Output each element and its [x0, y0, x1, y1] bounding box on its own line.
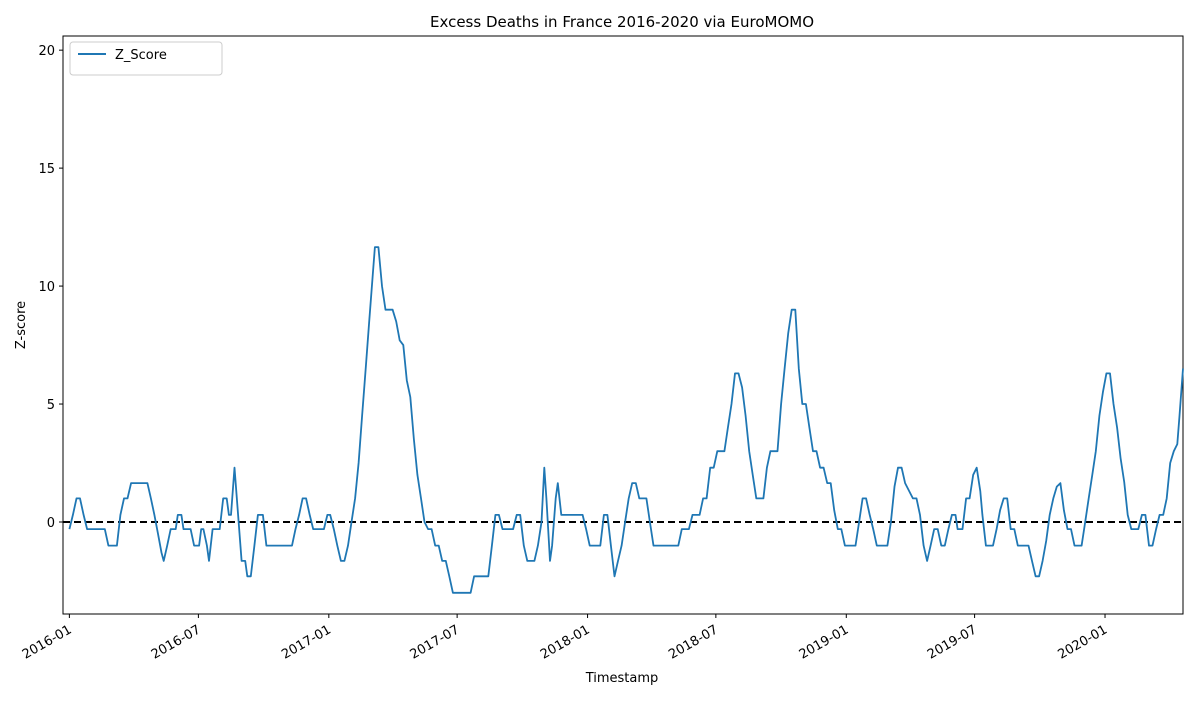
legend-label: Z_Score [115, 48, 167, 63]
y-axis-label: Z-score [14, 301, 29, 349]
y-tick-label: 5 [47, 398, 55, 413]
x-axis-label: Timestamp [585, 671, 659, 686]
y-tick-label: 15 [38, 162, 55, 177]
y-tick-label: 20 [38, 44, 55, 59]
series-line-z-score [68, 246, 1184, 594]
axes-frame [62, 35, 1184, 615]
y-tick-label: 10 [38, 280, 55, 295]
chart-title: Excess Deaths in France 2016-2020 via Eu… [430, 13, 814, 31]
y-tick-label: 0 [47, 516, 55, 531]
legend-box [69, 41, 223, 76]
legend: Z_Score [69, 41, 223, 76]
